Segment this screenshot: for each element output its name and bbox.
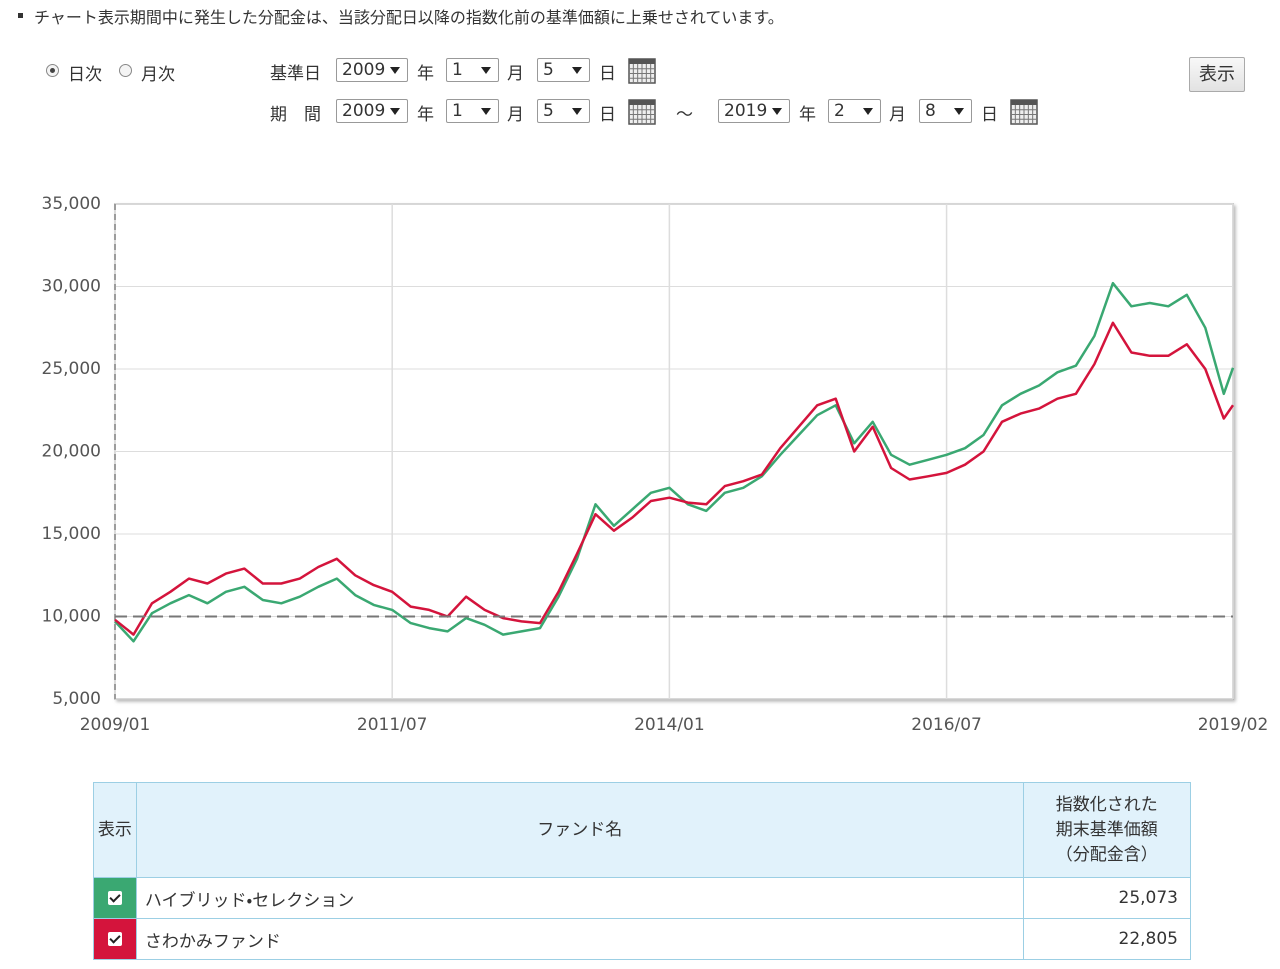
radio-daily[interactable] (46, 64, 59, 77)
fund-value: 25,073 (1022, 877, 1192, 919)
fund-table: 表示 ファンド名 指数化された 期末基準価額 （分配金含） ハイブリッド・セレク… (93, 782, 1192, 960)
day-select[interactable]: 8 (919, 99, 972, 123)
y-tick-label: 35,000 (42, 194, 101, 214)
header-cell: 指数化された 期末基準価額 （分配金含） (1022, 782, 1192, 878)
x-tick-label: 2011/07 (357, 715, 428, 735)
header-row: 表示 ファンド名 指数化された 期末基準価額 （分配金含） (93, 782, 1192, 878)
x-tick-label: 2014/01 (634, 715, 705, 735)
header-cell: ファンド名 (135, 782, 1024, 878)
chart: 5,000 10,000 15,000 20,000 25,000 30,000 35,00… (42, 194, 1269, 735)
separator: ～ (676, 105, 693, 125)
checkbox[interactable] (107, 891, 122, 905)
calendar-icon[interactable] (628, 58, 656, 84)
year-select[interactable]: 2009 (336, 99, 408, 123)
y-tick-label: 10,000 (42, 607, 101, 627)
year-select[interactable]: 2019 (718, 99, 790, 123)
series-line (114, 321, 1235, 636)
x-tick-label: 2019/02 (1198, 715, 1269, 735)
calendar-icon[interactable] (1010, 99, 1038, 125)
unit: 月 (507, 105, 524, 125)
radio-label: 日次 (68, 65, 102, 85)
fund-row: さわかみファンド 22,805 (93, 918, 1192, 960)
y-tick-label: 30,000 (42, 277, 101, 297)
unit: 年 (417, 105, 434, 125)
fund-name: ハイブリッド・セレクション (135, 877, 1024, 919)
unit: 年 (417, 64, 434, 84)
x-tick-label: 2016/07 (911, 715, 982, 735)
unit: 日 (981, 105, 998, 125)
y-tick-label: 5,000 (52, 689, 101, 709)
day-select[interactable]: 5 (537, 58, 590, 82)
fund-value: 22,805 (1022, 918, 1192, 960)
y-tick-label: 25,000 (42, 359, 101, 379)
x-tick-label: 2009/01 (80, 715, 151, 735)
radio-label: 月次 (141, 65, 175, 85)
y-tick-label: 20,000 (42, 442, 101, 462)
unit: 日 (599, 105, 616, 125)
month-select[interactable]: 1 (446, 58, 499, 82)
unit: 日 (599, 64, 616, 84)
base-label: 基準日 (270, 64, 321, 84)
year-select[interactable]: 2009 (336, 58, 408, 82)
unit: 月 (507, 64, 524, 84)
series-line (114, 281, 1235, 643)
bullet (18, 13, 23, 18)
unit: 月 (889, 105, 906, 125)
header-cell: 表示 (93, 782, 137, 878)
checkbox[interactable] (107, 932, 122, 946)
calendar-icon[interactable] (628, 99, 656, 125)
radio-monthly[interactable] (119, 64, 132, 77)
fund-row: ハイブリッド・セレクション 25,073 (93, 877, 1192, 919)
fund-name: さわかみファンド (135, 918, 1024, 960)
day-select[interactable]: 5 (537, 99, 590, 123)
unit: 年 (799, 105, 816, 125)
month-select[interactable]: 1 (446, 99, 499, 123)
toggle-cell (93, 918, 137, 960)
show-button[interactable]: 表示 (1189, 57, 1245, 92)
period-label: 期 間 (270, 105, 321, 125)
note: チャート表示期間中に発生した分配金は、当該分配日以降の指数化前の基準価額に上乗せ… (34, 8, 784, 27)
toggle-cell (93, 877, 137, 919)
y-tick-label: 15,000 (42, 524, 101, 544)
month-select[interactable]: 2 (828, 99, 881, 123)
